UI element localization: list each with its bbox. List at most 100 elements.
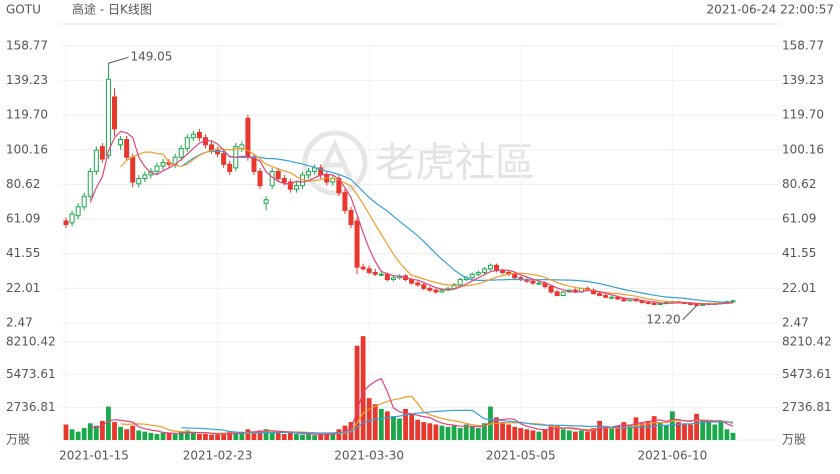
- candle-body: [487, 264, 493, 270]
- v-tick-label: 2736.81: [6, 400, 56, 414]
- y-tick-label-right: 41.55: [782, 246, 816, 260]
- volume-bar: [451, 425, 457, 440]
- volume-bar: [190, 432, 196, 440]
- y-tick-label: 61.09: [6, 212, 40, 226]
- volume-bar: [579, 430, 584, 440]
- volume-bar: [475, 428, 481, 440]
- candle-body: [293, 185, 299, 190]
- volume-bar: [227, 431, 233, 440]
- volume-bar: [275, 431, 281, 440]
- candle-body: [136, 178, 142, 185]
- volume-bar: [421, 422, 427, 440]
- candle-body: [415, 282, 421, 286]
- x-tick-label: 2021-03-30: [334, 449, 404, 463]
- volume-bar: [178, 431, 184, 440]
- volume-bar: [500, 422, 505, 440]
- candle-body: [342, 192, 348, 211]
- volume-bar: [615, 425, 621, 440]
- volume-bar: [621, 422, 627, 440]
- y-tick-label-right: 100.16: [782, 142, 824, 156]
- volume-bar: [730, 432, 736, 440]
- candle-body: [384, 273, 390, 281]
- candle-body: [63, 220, 69, 226]
- volume-bar: [318, 434, 324, 440]
- candle-body: [69, 213, 75, 224]
- volume-bar: [166, 433, 172, 440]
- volume-bar: [688, 424, 693, 440]
- y-tick-label: 22.01: [6, 281, 40, 295]
- volume-bar: [669, 411, 675, 440]
- symbol: GOTU: [6, 3, 41, 17]
- volume-bar: [439, 425, 445, 440]
- candle-body: [378, 273, 384, 276]
- volume-bar: [415, 419, 421, 440]
- watermark: 老虎社區: [375, 140, 535, 186]
- volume-bar: [694, 413, 700, 440]
- volume-bar: [197, 434, 202, 440]
- candle-body: [87, 170, 93, 197]
- candle-body: [657, 302, 663, 305]
- volume-bar: [506, 424, 512, 440]
- x-tick-label: 2021-02-23: [183, 449, 253, 463]
- candle-body: [93, 149, 99, 172]
- watermark-logo: [302, 130, 368, 196]
- candle-body: [597, 293, 603, 296]
- y-tick-label-right: 80.62: [782, 177, 816, 191]
- volume-bar: [397, 418, 402, 440]
- v-tick-label-right: 2736.81: [782, 400, 832, 414]
- y-tick-label: 119.70: [6, 108, 48, 122]
- volume-bar: [130, 425, 136, 440]
- candle-body: [512, 273, 518, 279]
- volume-bar: [112, 422, 117, 440]
- candle-body: [287, 181, 293, 190]
- volume-bar: [306, 434, 311, 440]
- candle-body: [112, 96, 118, 130]
- volume-bar: [269, 432, 275, 440]
- volume-bar: [457, 428, 463, 440]
- candle-body: [645, 302, 651, 305]
- y-tick-label: 80.62: [6, 177, 40, 191]
- volume-bar: [257, 430, 263, 440]
- y-tick-label-right: 22.01: [782, 281, 816, 295]
- volume-bar: [142, 431, 148, 440]
- candle-body: [500, 270, 506, 273]
- volume-bar: [391, 416, 396, 440]
- x-tick-label: 2021-01-15: [59, 449, 129, 463]
- volume-bar: [106, 406, 111, 440]
- candle-body: [536, 282, 542, 285]
- candle-body: [457, 279, 463, 286]
- candle-body: [105, 78, 111, 156]
- volume-bar: [372, 404, 378, 440]
- volume-bar: [591, 428, 596, 440]
- y-tick-label: 100.16: [6, 142, 48, 156]
- volume-bar: [294, 434, 299, 440]
- candle-body: [178, 147, 184, 158]
- volume-bar: [172, 434, 178, 440]
- candle-body: [390, 277, 396, 281]
- volume-bar: [81, 428, 87, 440]
- volume-bar: [481, 423, 487, 440]
- volume-bar: [585, 431, 590, 440]
- volume-bar: [221, 432, 227, 440]
- volume-bar: [469, 426, 475, 440]
- candle-body: [99, 146, 105, 160]
- candle-body: [196, 131, 202, 139]
- volume-bar: [700, 420, 706, 440]
- candle-body: [257, 170, 263, 187]
- volume-bar: [518, 428, 524, 440]
- moving-average: [89, 130, 734, 305]
- candle-body: [184, 137, 190, 149]
- candle-body: [451, 284, 457, 289]
- candle-body: [124, 139, 130, 158]
- volume-bar: [597, 420, 602, 440]
- candle-body: [366, 268, 372, 273]
- volume-bar: [676, 422, 681, 440]
- candle-body: [275, 170, 281, 180]
- candle-body: [239, 144, 245, 149]
- annotation-line: [108, 56, 129, 64]
- volume-bar: [682, 423, 687, 440]
- volume-bar: [609, 428, 615, 440]
- candle-body: [348, 209, 354, 226]
- volume-bar: [336, 429, 342, 440]
- volume-bar: [524, 429, 530, 440]
